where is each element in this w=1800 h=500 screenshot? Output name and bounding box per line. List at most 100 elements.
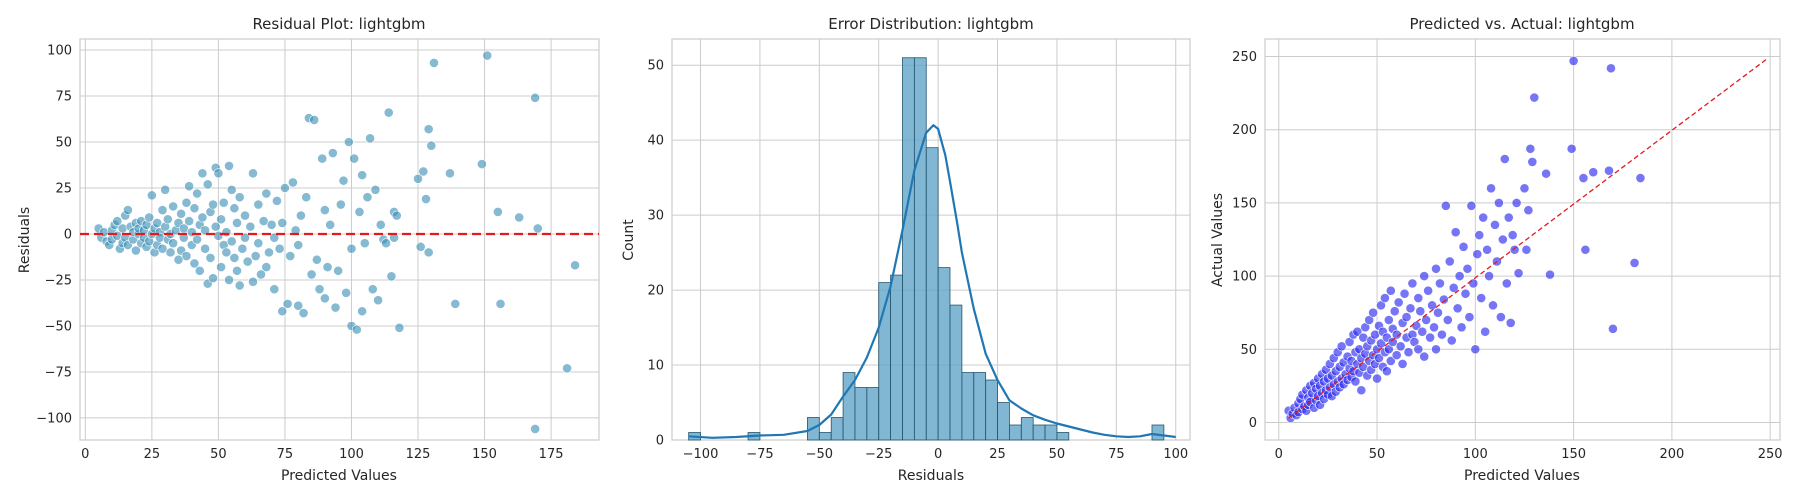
- residual-point: [189, 203, 200, 214]
- pred-actual-point: [1513, 268, 1524, 279]
- residual-point: [224, 161, 234, 171]
- pred-actual-point: [1499, 154, 1510, 164]
- residual-y-tick-label: −25: [45, 273, 72, 288]
- pred-actual-point: [1356, 385, 1367, 396]
- histogram-bar: [1009, 424, 1022, 441]
- histogram-bar: [818, 432, 832, 441]
- residual-point: [570, 260, 580, 271]
- residual-point: [530, 92, 541, 103]
- pred-actual-point: [1383, 315, 1394, 325]
- residual-point: [298, 308, 309, 318]
- histogram-bar: [973, 372, 987, 441]
- histogram-bar: [902, 57, 915, 441]
- residual-point: [413, 173, 423, 184]
- residual-point: [426, 140, 437, 151]
- histogram-bar: [890, 274, 903, 441]
- pred-actual-point: [1588, 167, 1599, 178]
- histogram-bar: [1032, 424, 1046, 441]
- pred-actual-points: [1283, 56, 1646, 423]
- residual-point: [277, 306, 288, 317]
- pred-actual-point: [1407, 278, 1418, 289]
- histogram-bar: [949, 304, 963, 441]
- pred-actual-point: [1336, 341, 1347, 352]
- pred-actual-point: [1385, 285, 1396, 296]
- pred-actual-point: [1490, 219, 1500, 230]
- residual-x-tick-label: 150: [472, 447, 497, 462]
- residual-point: [256, 269, 266, 280]
- residual-point: [476, 159, 487, 169]
- residual-point: [365, 133, 376, 144]
- residual-point: [184, 216, 195, 227]
- pred-actual-point: [1507, 230, 1518, 241]
- residual-point: [181, 251, 192, 261]
- residual-point: [192, 234, 203, 245]
- error-distribution-title: Error Distribution: lightgbm: [828, 15, 1034, 33]
- residual-point: [354, 207, 365, 217]
- residual-point: [386, 271, 397, 282]
- pred-actual-point: [1423, 285, 1434, 296]
- residual-point: [253, 199, 264, 210]
- residual-y-tick-label: −50: [45, 319, 72, 334]
- histogram-bar: [1044, 424, 1058, 441]
- residual-point: [341, 287, 352, 298]
- residual-point: [216, 214, 226, 225]
- residual-point: [197, 212, 208, 223]
- residual-point: [192, 188, 203, 199]
- residual-point: [335, 199, 346, 210]
- residual-point: [184, 181, 195, 192]
- pred-actual-point: [1470, 344, 1481, 355]
- residual-point: [293, 300, 304, 311]
- pred-actual-point: [1374, 353, 1384, 363]
- pred-actual-point: [1368, 307, 1379, 318]
- histogram-bar: [854, 387, 868, 441]
- residual-y-tick-label: 100: [47, 44, 72, 59]
- residual-point: [144, 212, 155, 223]
- pred-actual-y-tick-label: 250: [1232, 50, 1257, 65]
- pred-actual-point: [1425, 332, 1436, 343]
- pred-actual-point: [1417, 326, 1428, 337]
- residual-point: [248, 168, 258, 179]
- residual-x-tick-label: 125: [406, 447, 431, 462]
- residual-point: [232, 265, 242, 276]
- residual-point: [234, 280, 245, 291]
- residual-point: [130, 245, 141, 256]
- pred-actual-point: [1438, 294, 1449, 305]
- pred-actual-point: [1529, 92, 1540, 103]
- residual-x-tick-label: 175: [539, 447, 564, 462]
- residual-point: [349, 153, 360, 164]
- pred-actual-point: [1381, 366, 1392, 377]
- pred-actual-point: [1604, 165, 1614, 176]
- residual-point: [168, 238, 179, 249]
- pred-actual-point: [1454, 271, 1465, 281]
- residual-point: [234, 192, 245, 203]
- residual-point: [200, 243, 210, 254]
- pred-actual-point: [1458, 241, 1469, 252]
- residual-point: [319, 293, 330, 304]
- pred-actual-point: [1580, 244, 1591, 255]
- pred-actual-point: [1462, 263, 1473, 274]
- residual-x-tick-label: 75: [277, 447, 294, 462]
- pred-actual-point: [1448, 282, 1459, 293]
- residual-point: [423, 247, 434, 258]
- residual-point: [112, 216, 123, 227]
- residual-point: [208, 199, 218, 210]
- residual-y-tick-label: 0: [64, 227, 72, 242]
- residual-point: [288, 177, 298, 188]
- residual-point: [269, 284, 280, 295]
- pred-actual-point: [1466, 200, 1477, 211]
- histogram-bar: [866, 387, 880, 441]
- pred-actual-x-tick-label: 200: [1659, 447, 1684, 462]
- residual-point: [375, 219, 386, 230]
- residual-point: [250, 251, 261, 261]
- pred-actual-point: [1468, 278, 1479, 289]
- pred-actual-point: [1521, 244, 1532, 255]
- histogram-x-tick-label: 100: [1163, 447, 1188, 462]
- error-distribution-panel: Error Distribution: lightgbm Residuals C…: [621, 15, 1191, 484]
- histogram-x-tick-label: 25: [989, 447, 1006, 462]
- pred-actual-point: [1606, 63, 1616, 74]
- pred-actual-point: [1397, 358, 1408, 369]
- residual-point: [181, 197, 192, 208]
- pred-actual-point: [1488, 300, 1498, 311]
- histogram-x-tick-label: −75: [746, 447, 773, 462]
